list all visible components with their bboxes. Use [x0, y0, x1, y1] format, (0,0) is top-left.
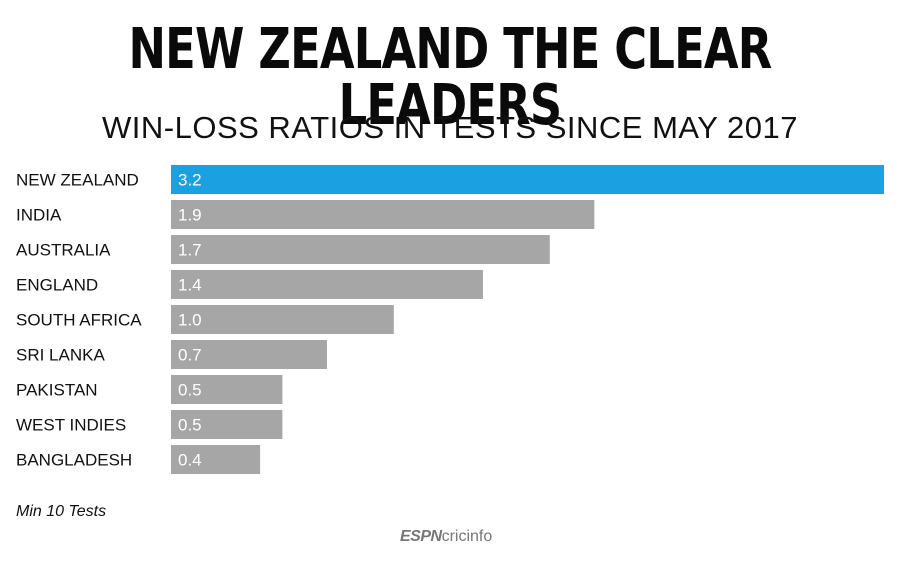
- value-label-england: 1.4: [178, 276, 202, 295]
- chart-subtitle: WIN-LOSS RATIOS IN TESTS SINCE MAY 2017: [102, 110, 798, 145]
- category-label-england: ENGLAND: [16, 276, 98, 295]
- value-label-new-zealand: 3.2: [178, 171, 202, 190]
- logo-cricinfo-text: cricinfo: [441, 528, 493, 545]
- value-label-bangladesh: 0.4: [178, 451, 202, 470]
- value-label-sri-lanka: 0.7: [178, 346, 202, 365]
- bar-india: [171, 200, 595, 229]
- bar-australia: [171, 235, 550, 264]
- value-label-west-indies: 0.5: [178, 416, 202, 435]
- value-label-australia: 1.7: [178, 241, 202, 260]
- category-label-sri-lanka: SRI LANKA: [16, 346, 105, 365]
- logo-espn-text: ESPN: [400, 528, 442, 545]
- category-label-india: INDIA: [16, 206, 62, 225]
- category-label-west-indies: WEST INDIES: [16, 416, 126, 435]
- category-label-new-zealand: NEW ZEALAND: [16, 171, 139, 190]
- value-label-india: 1.9: [178, 206, 202, 225]
- bar-england: [171, 270, 483, 299]
- category-label-bangladesh: BANGLADESH: [16, 451, 132, 470]
- espncricinfo-logo: ESPNcricinfo: [400, 528, 492, 546]
- bar-chart: NEW ZEALAND 3.2 INDIA 1.9 AUSTRALIA 1.7 ENGLAN…: [16, 165, 884, 474]
- bar-west-indies: [171, 410, 283, 439]
- bar-pakistan: [171, 375, 283, 404]
- footnote: Min 10 Tests: [16, 503, 107, 520]
- bar-sri-lanka: [171, 340, 327, 369]
- bar-south-africa: [171, 305, 394, 334]
- bar-new-zealand: [171, 165, 884, 194]
- category-label-australia: AUSTRALIA: [16, 241, 111, 260]
- category-label-south-africa: SOUTH AFRICA: [16, 311, 142, 330]
- category-label-pakistan: PAKISTAN: [16, 381, 98, 400]
- value-label-south-africa: 1.0: [178, 311, 202, 330]
- chart-title: NEW ZEALAND THE CLEAR LEADERS: [128, 17, 772, 138]
- bar-bangladesh: [171, 445, 261, 474]
- value-label-pakistan: 0.5: [178, 381, 202, 400]
